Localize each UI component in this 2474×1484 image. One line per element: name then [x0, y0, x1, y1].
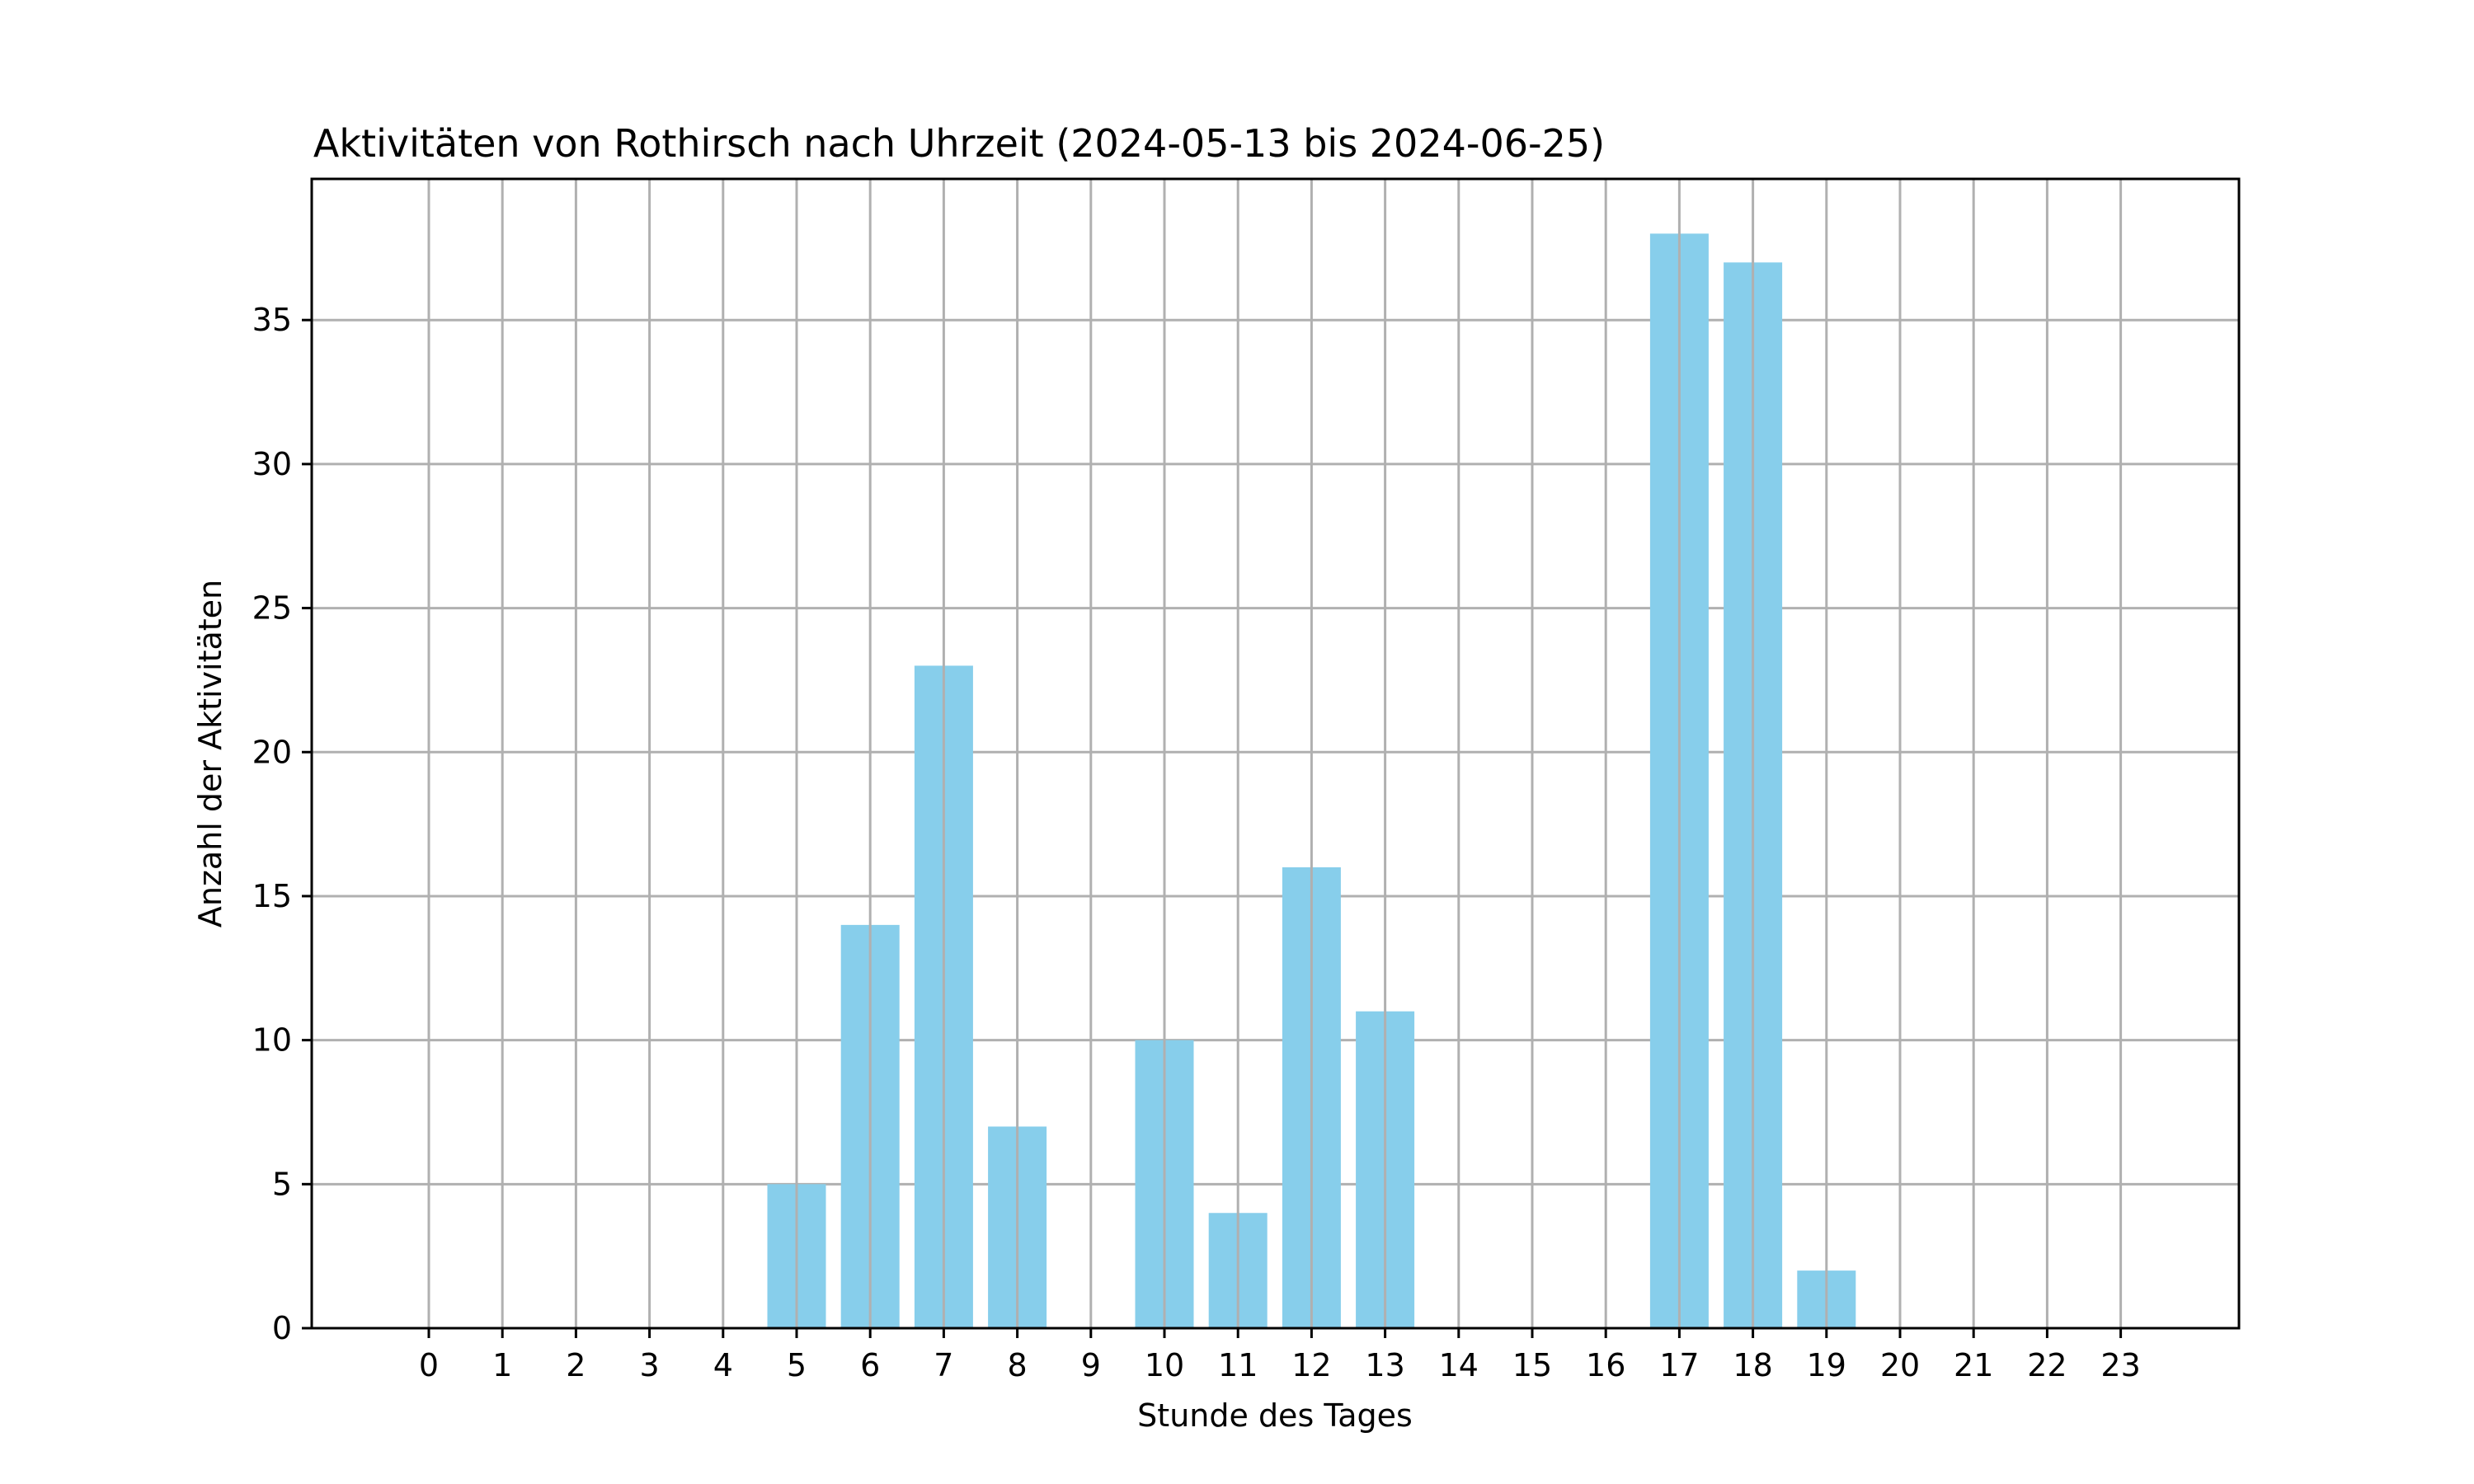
grid-lines-overlay: [427, 179, 2123, 1328]
x-tick-label: 15: [1512, 1347, 1552, 1383]
x-tick-label: 9: [1081, 1347, 1101, 1383]
chart-title: Aktivitäten von Rothirsch nach Uhrzeit (…: [313, 121, 1605, 166]
y-tick-label: 35: [252, 302, 292, 338]
x-tick-label: 6: [860, 1347, 880, 1383]
x-tick-label: 22: [2027, 1347, 2067, 1383]
y-axis-ticks: 0 5 10 15 20 25 30 35: [252, 302, 312, 1346]
x-tick-label: 2: [566, 1347, 586, 1383]
x-tick-label: 16: [1586, 1347, 1625, 1383]
y-tick-label: 5: [272, 1166, 292, 1202]
y-axis-label: Anzahl der Aktivitäten: [192, 580, 228, 928]
x-tick-label: 20: [1880, 1347, 1920, 1383]
y-tick-label: 20: [252, 734, 292, 770]
y-tick-label: 25: [252, 590, 292, 627]
x-tick-label: 7: [934, 1347, 953, 1383]
x-tick-label: 8: [1008, 1347, 1028, 1383]
x-tick-label: 0: [419, 1347, 439, 1383]
x-tick-label: 10: [1145, 1347, 1184, 1383]
x-tick-label: 17: [1659, 1347, 1699, 1383]
x-tick-label: 4: [713, 1347, 733, 1383]
x-tick-label: 3: [640, 1347, 660, 1383]
grid-lines: [312, 318, 2239, 1330]
x-tick-label: 1: [492, 1347, 512, 1383]
y-tick-label: 10: [252, 1022, 292, 1059]
x-tick-label: 23: [2100, 1347, 2140, 1383]
x-tick-label: 21: [1954, 1347, 1993, 1383]
x-axis-label: Stunde des Tages: [1137, 1397, 1413, 1434]
x-tick-label: 19: [1807, 1347, 1846, 1383]
x-tick-label: 14: [1439, 1347, 1479, 1383]
y-tick-label: 30: [252, 446, 292, 482]
x-tick-label: 18: [1733, 1347, 1772, 1383]
y-tick-label: 15: [252, 878, 292, 914]
x-tick-label: 12: [1291, 1347, 1331, 1383]
x-tick-label: 11: [1218, 1347, 1258, 1383]
x-tick-label: 5: [787, 1347, 807, 1383]
x-axis-ticks: 0 1 2 3 4 5 6 7 8 9 10 11 12 13 14 15 16 17 18 19 20 21 22 23: [419, 1328, 2141, 1383]
plot-frame: [310, 177, 2241, 1330]
y-tick-label: 0: [272, 1310, 292, 1346]
x-tick-label: 13: [1365, 1347, 1404, 1383]
